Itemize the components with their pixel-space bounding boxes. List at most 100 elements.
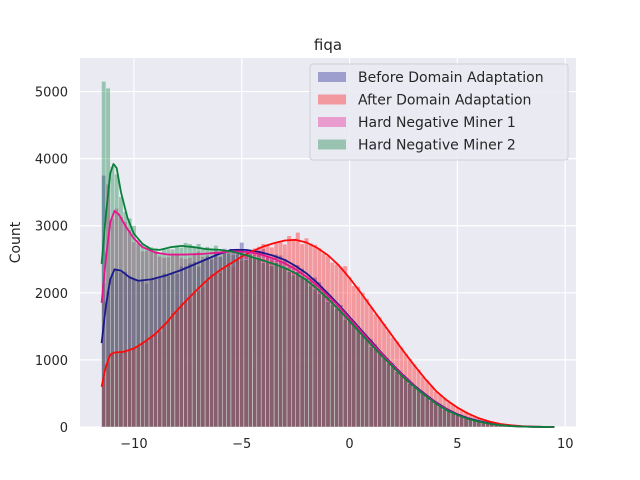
histogram-bar (226, 250, 232, 428)
legend: Before Domain Adaptation After Domain Ada… (309, 63, 569, 161)
histogram-bar (109, 166, 115, 428)
y-tick-label: 3000 (35, 220, 68, 235)
histogram-bar (157, 253, 163, 428)
histogram-bar (170, 249, 176, 428)
histogram-bar (329, 304, 335, 428)
histogram-bar (373, 348, 378, 428)
histogram-bar (416, 389, 421, 428)
histogram-bar (269, 265, 275, 428)
y-tick-label: 1000 (35, 354, 68, 369)
histogram-bar (299, 275, 305, 428)
histogram-bar (403, 378, 408, 428)
legend-label: Hard Negative Miner 1 (358, 115, 516, 131)
histogram-bar (217, 250, 223, 428)
y-axis-label: Count (8, 221, 24, 263)
histogram-bar (256, 257, 262, 428)
histogram-bar (459, 416, 465, 428)
histogram-bar (390, 365, 396, 428)
legend-label: Before Domain Adaptation (358, 70, 544, 86)
histogram-bar (131, 225, 137, 428)
y-tick-label: 2000 (35, 287, 68, 302)
histogram-bar (265, 261, 270, 428)
y-tick-labels: 0 1000 2000 3000 4000 5000 (35, 86, 68, 436)
histogram-bar (433, 403, 439, 428)
x-tick-label: −5 (232, 437, 251, 452)
histogram-bar (455, 414, 460, 428)
x-tick-label: −10 (120, 437, 147, 452)
histogram-bar (191, 247, 197, 428)
histogram-bar (178, 247, 184, 428)
histogram-bar (304, 278, 309, 428)
histogram-bar (308, 284, 314, 428)
kde-line-series-3 (100, 163, 555, 428)
histogram-bar (351, 323, 357, 428)
histogram-bar (243, 259, 249, 428)
histogram-bar (424, 397, 430, 428)
histogram-bar (321, 292, 327, 428)
histogram-bar (355, 328, 361, 428)
x-tick-label: 10 (557, 437, 574, 452)
chart-title: fiqa (314, 36, 342, 54)
histogram-bar (282, 267, 288, 428)
histogram-bar (273, 262, 279, 428)
histogram-bar (187, 243, 193, 428)
kde-curves (100, 163, 555, 428)
histogram-bar (446, 410, 452, 428)
histogram-bar (334, 308, 339, 428)
histogram-bar (222, 249, 227, 428)
histogram-bar (127, 218, 132, 428)
histogram-bar (364, 338, 370, 428)
histogram-bar (450, 413, 456, 428)
histogram-bar (377, 352, 383, 428)
histogram-bar (239, 249, 245, 428)
histogram-bar (394, 371, 400, 428)
histogram-bar (260, 262, 266, 428)
legend-swatch (318, 94, 346, 105)
x-tick-label: 5 (453, 437, 461, 452)
legend-label: Hard Negative Miner 2 (358, 138, 516, 154)
x-tick-labels: −10 −5 0 5 10 (120, 437, 573, 452)
histogram-bar (122, 211, 128, 428)
histogram-bar (144, 245, 150, 428)
legend-swatch (318, 139, 346, 150)
histogram-bar (248, 253, 253, 428)
histogram-bar (398, 374, 404, 428)
histogram-bar (429, 400, 434, 428)
histogram-bar (230, 253, 236, 428)
histogram-bar (135, 243, 141, 428)
legend-label: After Domain Adaptation (358, 93, 531, 109)
legend-box (309, 63, 569, 161)
legend-swatch (318, 72, 346, 82)
kde-line-series-1 (100, 238, 555, 428)
histogram-bar (140, 243, 145, 428)
histogram-bar (291, 274, 296, 428)
histogram-bar (442, 408, 447, 428)
histogram-bar (347, 319, 352, 428)
histogram-bar (411, 386, 417, 428)
histogram-bar (312, 288, 318, 428)
histogram-bar (252, 256, 258, 428)
y-tick-label: 5000 (35, 86, 68, 101)
bars-series-3 (101, 81, 555, 428)
histogram-bar (286, 271, 292, 428)
histogram-bar (437, 405, 443, 428)
histogram-bar (118, 196, 124, 428)
histogram-bar (174, 246, 180, 428)
x-tick-label: 0 (345, 437, 353, 452)
histogram-bar (338, 311, 344, 428)
histogram-bar (317, 292, 322, 428)
legend-swatch (318, 117, 346, 127)
histogram-bar (278, 266, 283, 428)
histogram-bar (204, 246, 210, 428)
histogram-bar (196, 243, 201, 428)
histogram-bar (368, 346, 374, 428)
histogram-bar (153, 248, 158, 428)
histogram-bar (407, 383, 413, 428)
histogram-bar (325, 301, 331, 428)
histogram-bar (200, 248, 206, 428)
histogram-bar (342, 318, 348, 428)
histogram-bar (381, 357, 387, 428)
histogram-bar (295, 271, 301, 428)
histogram-bar (360, 335, 365, 428)
